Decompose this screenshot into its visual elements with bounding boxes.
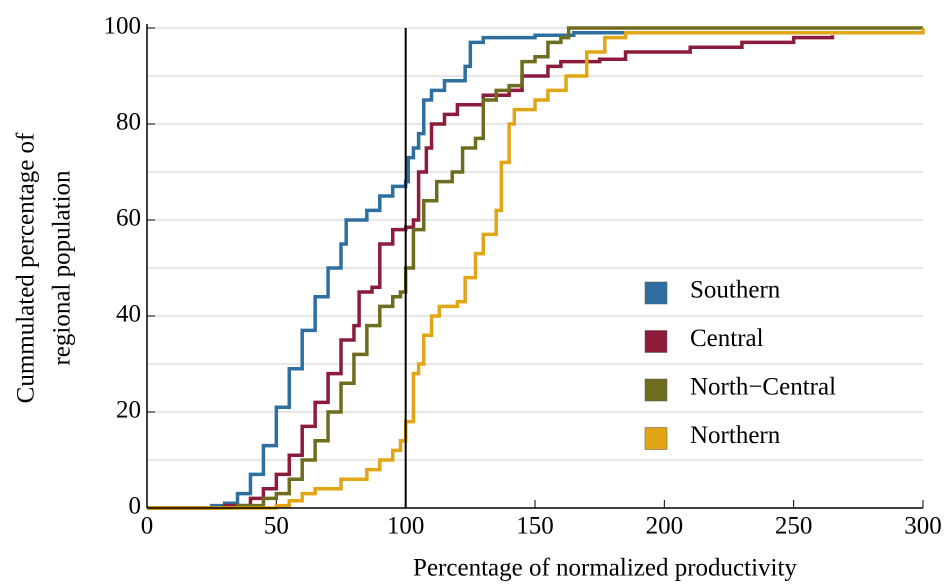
legend-swatch xyxy=(644,330,668,353)
x-axis-title: Percentage of normalized productivity xyxy=(413,555,797,582)
legend-swatch xyxy=(644,281,668,305)
legend-swatch xyxy=(644,378,668,402)
legend-label: Northern xyxy=(690,422,781,449)
x-tick-label: 150 xyxy=(516,513,554,540)
x-tick-label: 50 xyxy=(264,513,289,540)
y-axis-title: regional population xyxy=(49,170,76,366)
y-tick-label: 0 xyxy=(129,493,142,520)
x-tick-label: 250 xyxy=(775,513,813,540)
y-tick-label: 100 xyxy=(104,13,142,40)
x-tick-label: 0 xyxy=(141,513,154,540)
x-tick-label: 300 xyxy=(904,513,942,540)
legend-label: Central xyxy=(690,325,764,352)
legend-label: North−Central xyxy=(690,374,836,401)
series-line xyxy=(147,35,835,510)
series-line xyxy=(147,31,714,510)
series-line xyxy=(147,28,925,510)
x-tick-label: 200 xyxy=(646,513,684,540)
legend-label: Southern xyxy=(690,277,781,304)
y-axis-title: Cummulated percentage of xyxy=(13,132,40,403)
legend-swatch xyxy=(644,427,668,450)
y-tick-label: 60 xyxy=(116,205,141,232)
y-tick-label: 80 xyxy=(116,109,141,136)
x-tick-label: 100 xyxy=(387,513,425,540)
y-tick-label: 40 xyxy=(116,301,141,328)
series-line xyxy=(147,26,923,510)
y-tick-label: 20 xyxy=(116,397,141,424)
